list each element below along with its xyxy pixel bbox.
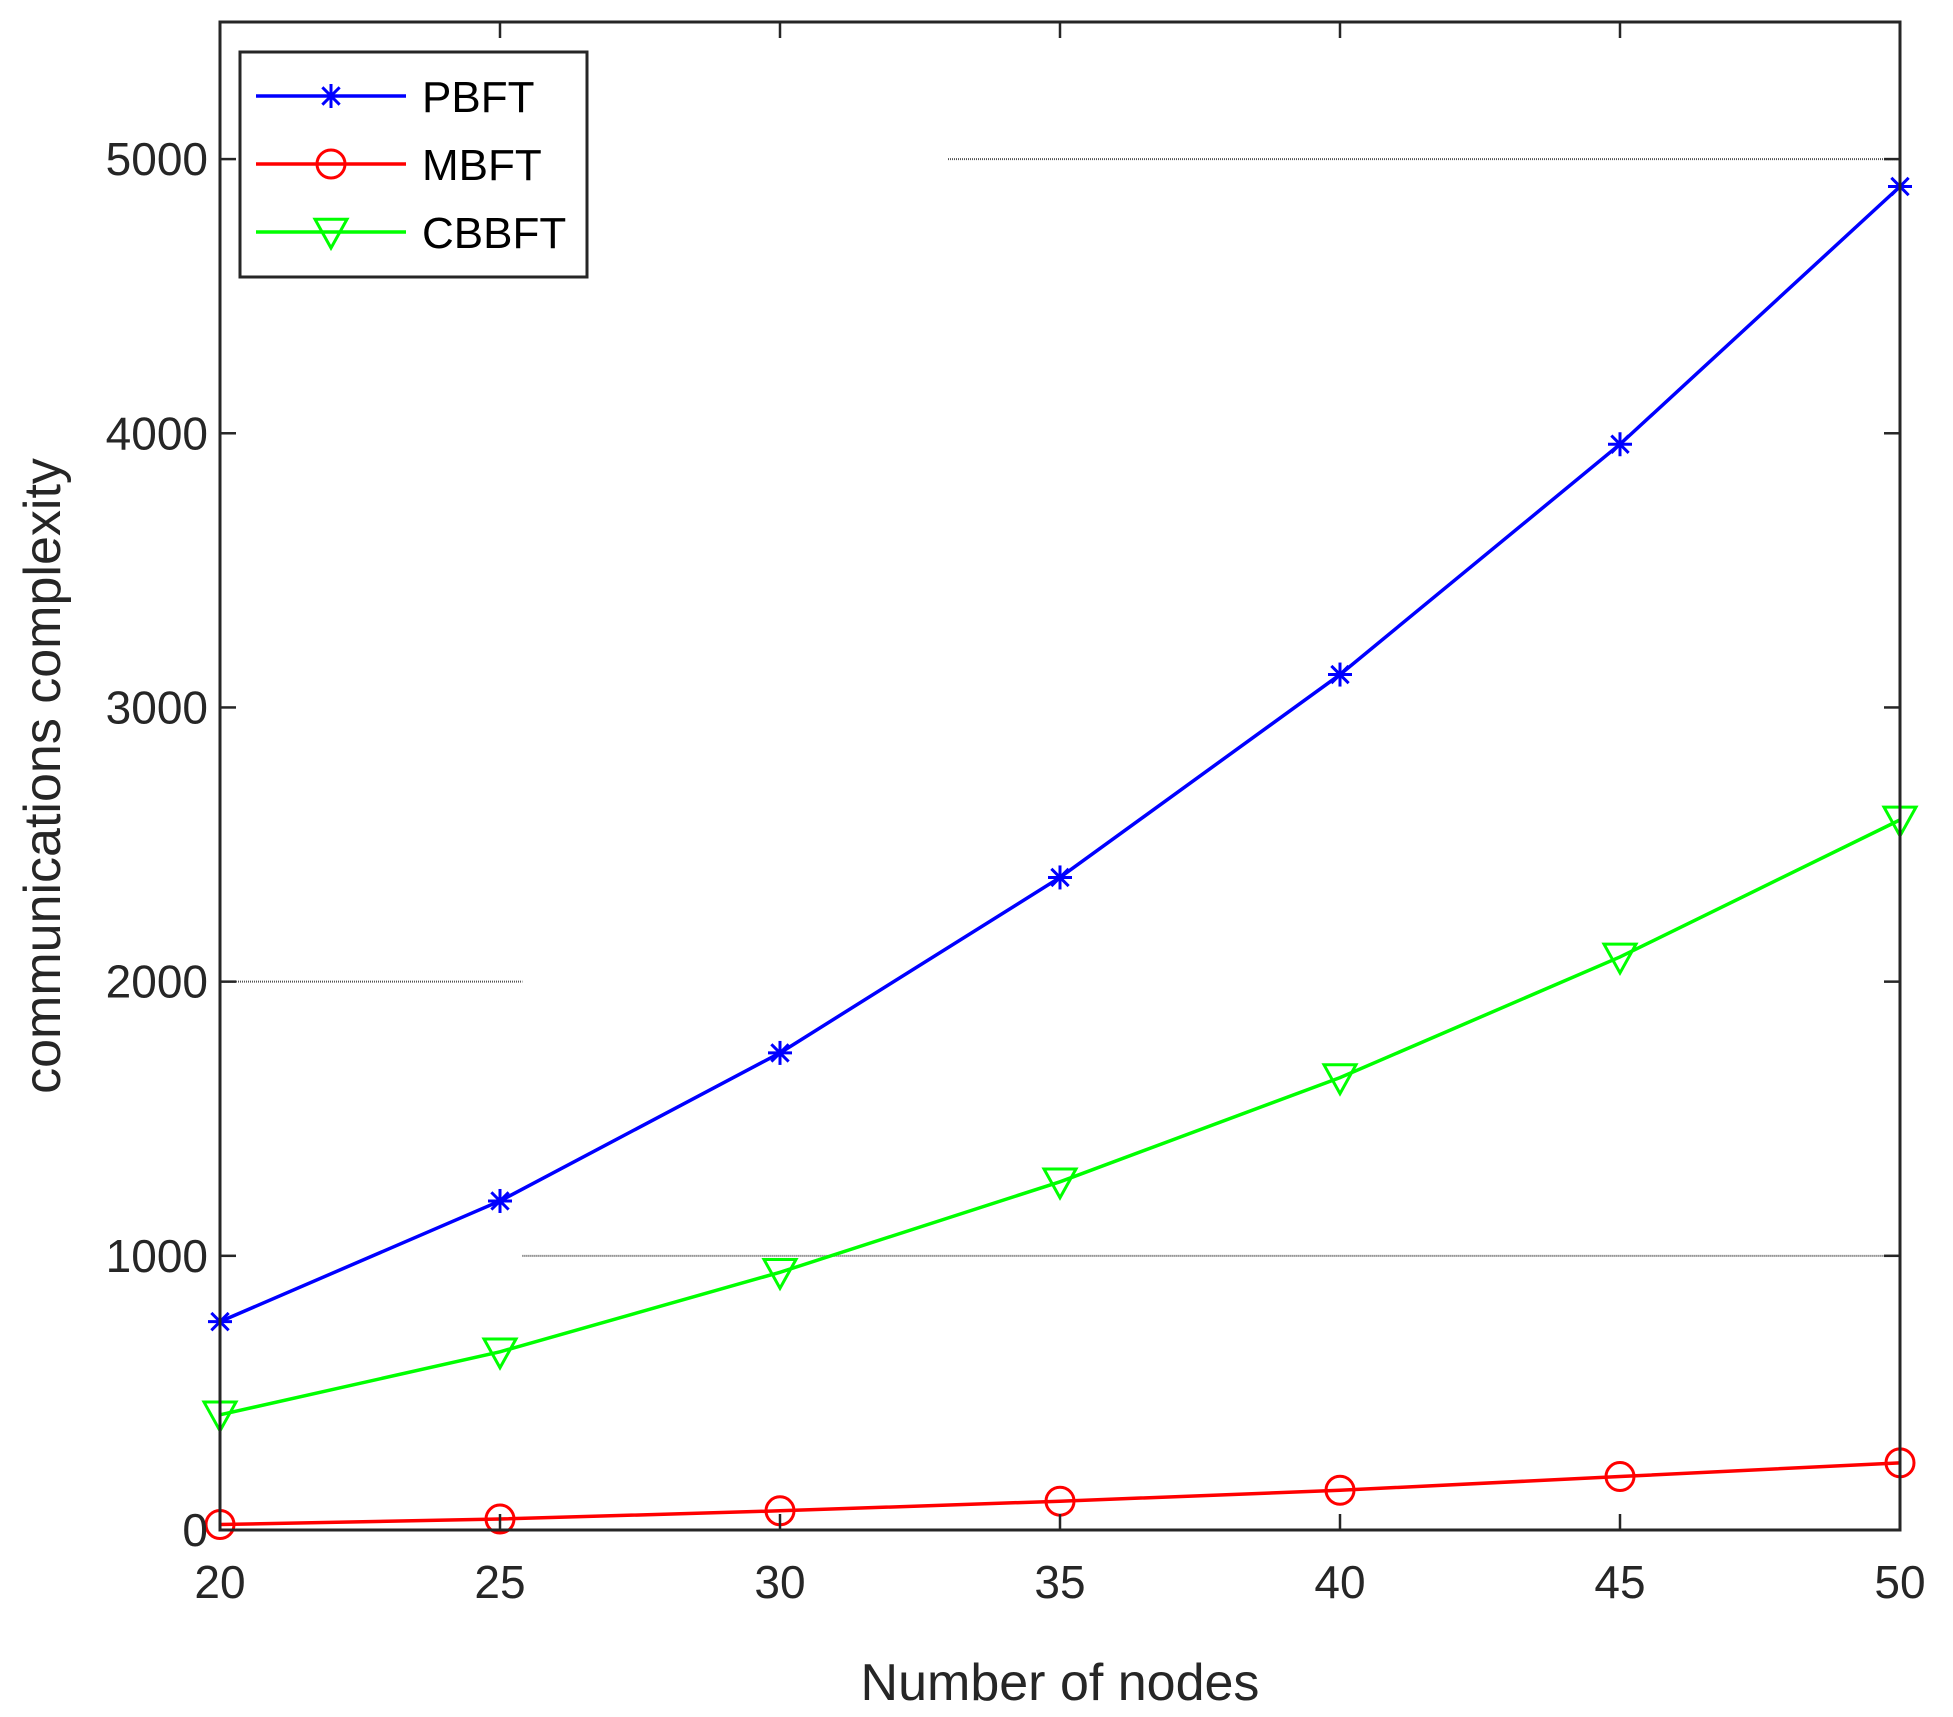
asterisk-stroke <box>1610 434 1630 454</box>
asterisk-stroke <box>1050 867 1070 888</box>
data-point-asterisk <box>1608 432 1632 457</box>
x-tick-label: 50 <box>1874 1556 1925 1608</box>
x-tick-label: 30 <box>754 1556 805 1608</box>
legend-item-pbft: PBFT <box>256 73 534 122</box>
data-point-triangle <box>481 1337 519 1371</box>
y-tick-label: 2000 <box>106 956 208 1008</box>
series-line <box>219 818 1901 1417</box>
data-point-triangle <box>312 217 350 252</box>
data-point-circle <box>1324 1474 1356 1506</box>
legend-item-cbbft: CBBFT <box>256 209 566 258</box>
legend-item-mbft: MBFT <box>256 141 542 190</box>
data-point-asterisk <box>1328 662 1352 687</box>
data-point-asterisk <box>768 1040 792 1065</box>
legend-label: PBFT <box>422 73 534 122</box>
data-point-circle <box>484 1503 516 1535</box>
asterisk-stroke <box>1330 664 1350 685</box>
y-tick-label: 1000 <box>106 1230 208 1282</box>
data-point-circle <box>1604 1461 1636 1493</box>
asterisk-stroke <box>490 1191 510 1211</box>
y-tick-label: 0 <box>182 1504 208 1556</box>
y-tick-label: 4000 <box>106 407 208 459</box>
y-tick-label: 5000 <box>106 133 208 185</box>
series-cbbft <box>201 805 1919 1434</box>
data-point-triangle <box>1321 1063 1359 1097</box>
data-point-asterisk <box>488 1188 512 1213</box>
asterisk-stroke <box>321 86 341 106</box>
x-tick-label: 40 <box>1314 1556 1365 1608</box>
y-axis-ticks: 0 1000 2000 3000 4000 5000 <box>106 133 1900 1556</box>
x-tick-label: 35 <box>1034 1556 1085 1608</box>
reference-lines <box>220 158 1900 1257</box>
x-tick-label: 20 <box>194 1556 245 1608</box>
data-point-circle <box>315 148 347 180</box>
x-axis-title: Number of nodes <box>861 1654 1260 1712</box>
x-tick-label: 45 <box>1594 1556 1645 1608</box>
data-point-triangle <box>1601 942 1639 977</box>
data-point-asterisk <box>1048 865 1072 890</box>
data-point-triangle <box>1041 1167 1079 1201</box>
data-point-triangle <box>761 1257 799 1292</box>
series-pbft <box>208 174 1912 1334</box>
legend-label: MBFT <box>422 141 542 190</box>
data-point-asterisk <box>319 84 343 108</box>
legend: PBFT MBFT CBBFT <box>238 50 589 279</box>
legend-label: CBBFT <box>422 209 566 258</box>
y-tick-label: 3000 <box>106 681 208 733</box>
asterisk-stroke <box>770 1043 790 1063</box>
x-axis-ticks: 20 25 30 35 40 45 50 <box>194 22 1926 1608</box>
x-tick-label: 25 <box>474 1556 525 1608</box>
y-axis-title: communications complexity <box>14 458 72 1094</box>
